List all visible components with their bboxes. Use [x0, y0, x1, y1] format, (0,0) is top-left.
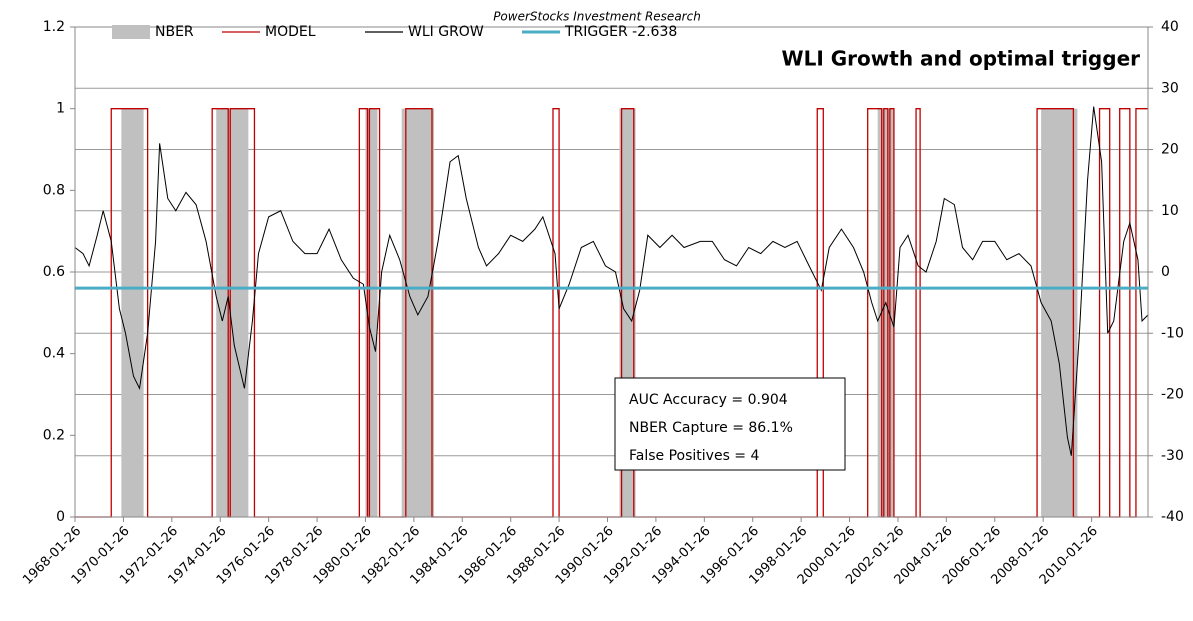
- y-tick-label: 1: [56, 101, 65, 117]
- y-tick-label: 0.4: [43, 346, 65, 362]
- annotation: NBER Capture = 86.1%: [629, 420, 793, 436]
- y-tick-label: 0.2: [43, 427, 65, 443]
- legend-label: MODEL: [265, 24, 316, 40]
- y2-tick-label: -40: [1161, 509, 1184, 525]
- legend-swatch: [112, 25, 150, 39]
- model-line: [75, 108, 1148, 518]
- chart-header: PowerStocks Investment Research: [493, 10, 701, 24]
- nber-band: [216, 108, 249, 518]
- y-tick-label: 0.6: [43, 264, 65, 280]
- nber-band: [877, 108, 894, 518]
- y2-tick-label: -20: [1161, 387, 1184, 403]
- y2-tick-label: -30: [1161, 448, 1184, 464]
- y-tick-label: 0.8: [43, 182, 65, 198]
- legend-label: NBER: [155, 24, 194, 40]
- legend-label: TRIGGER -2.638: [564, 24, 677, 40]
- wli-line: [74, 106, 1149, 456]
- y-tick-label: 1.2: [43, 19, 65, 35]
- annotation: False Positives = 4: [629, 448, 759, 464]
- nber-band: [121, 108, 144, 518]
- legend-label: WLI GROW: [408, 24, 484, 40]
- nber-band: [365, 108, 378, 518]
- y2-tick-label: 10: [1161, 203, 1179, 219]
- y2-tick-label: 0: [1161, 264, 1170, 280]
- annotation: AUC Accuracy = 0.904: [629, 392, 788, 408]
- nber-band: [401, 108, 435, 518]
- y2-tick-label: -10: [1161, 325, 1184, 341]
- y2-tick-label: 40: [1161, 19, 1179, 35]
- y2-tick-label: 30: [1161, 80, 1179, 96]
- annotation-box: [614, 377, 846, 471]
- y2-tick-label: 20: [1161, 142, 1179, 158]
- chart-title: WLI Growth and optimal trigger: [782, 47, 1141, 71]
- y-tick-label: 0: [56, 509, 65, 525]
